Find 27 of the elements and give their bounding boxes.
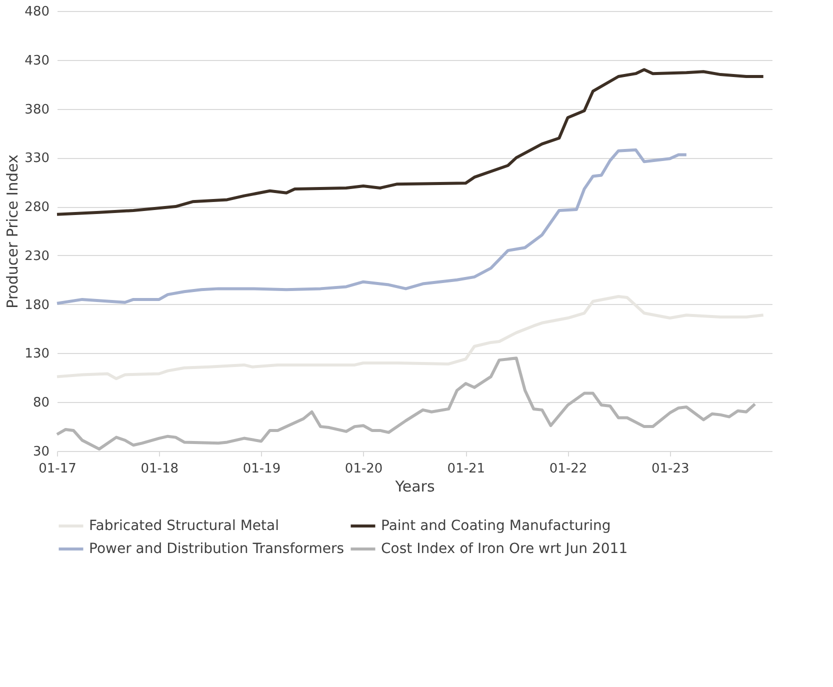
y-tick-label: 230 [24,248,50,264]
y-tick-label: 130 [24,346,50,362]
line-series [56,68,765,216]
y-tick-label: 30 [32,444,50,460]
x-tick-label: 01-23 [652,462,690,476]
x-axis-title: Years [394,478,435,496]
x-tick-label: 01-17 [38,462,76,476]
line-series [56,148,688,305]
line-series [56,295,765,380]
x-tick-label: 01-22 [549,462,588,476]
y-tick-label: 380 [24,102,50,118]
y-tick-label: 330 [24,151,50,166]
x-tick-label: 01-19 [242,462,281,476]
line-series [56,356,756,451]
y-tick-label: 80 [32,396,50,411]
y-tick-label: 280 [24,200,50,216]
legend-label: Fabricated Structural Metal [89,518,279,534]
x-tick-label: 01-21 [447,462,486,476]
y-tick-label: 430 [24,53,50,68]
legend-label: Cost Index of Iron Ore wrt Jun 2011 [381,541,628,557]
x-tick-label: 01-20 [344,462,383,476]
y-tick-label: 180 [24,298,50,313]
y-axis-title: Producer Price Index [4,154,22,308]
x-tick-label: 01-18 [140,462,178,476]
y-tick-label: 480 [24,4,50,20]
legend-label: Power and Distribution Transformers [89,541,344,557]
legend-label: Paint and Coating Manufacturing [381,518,611,534]
